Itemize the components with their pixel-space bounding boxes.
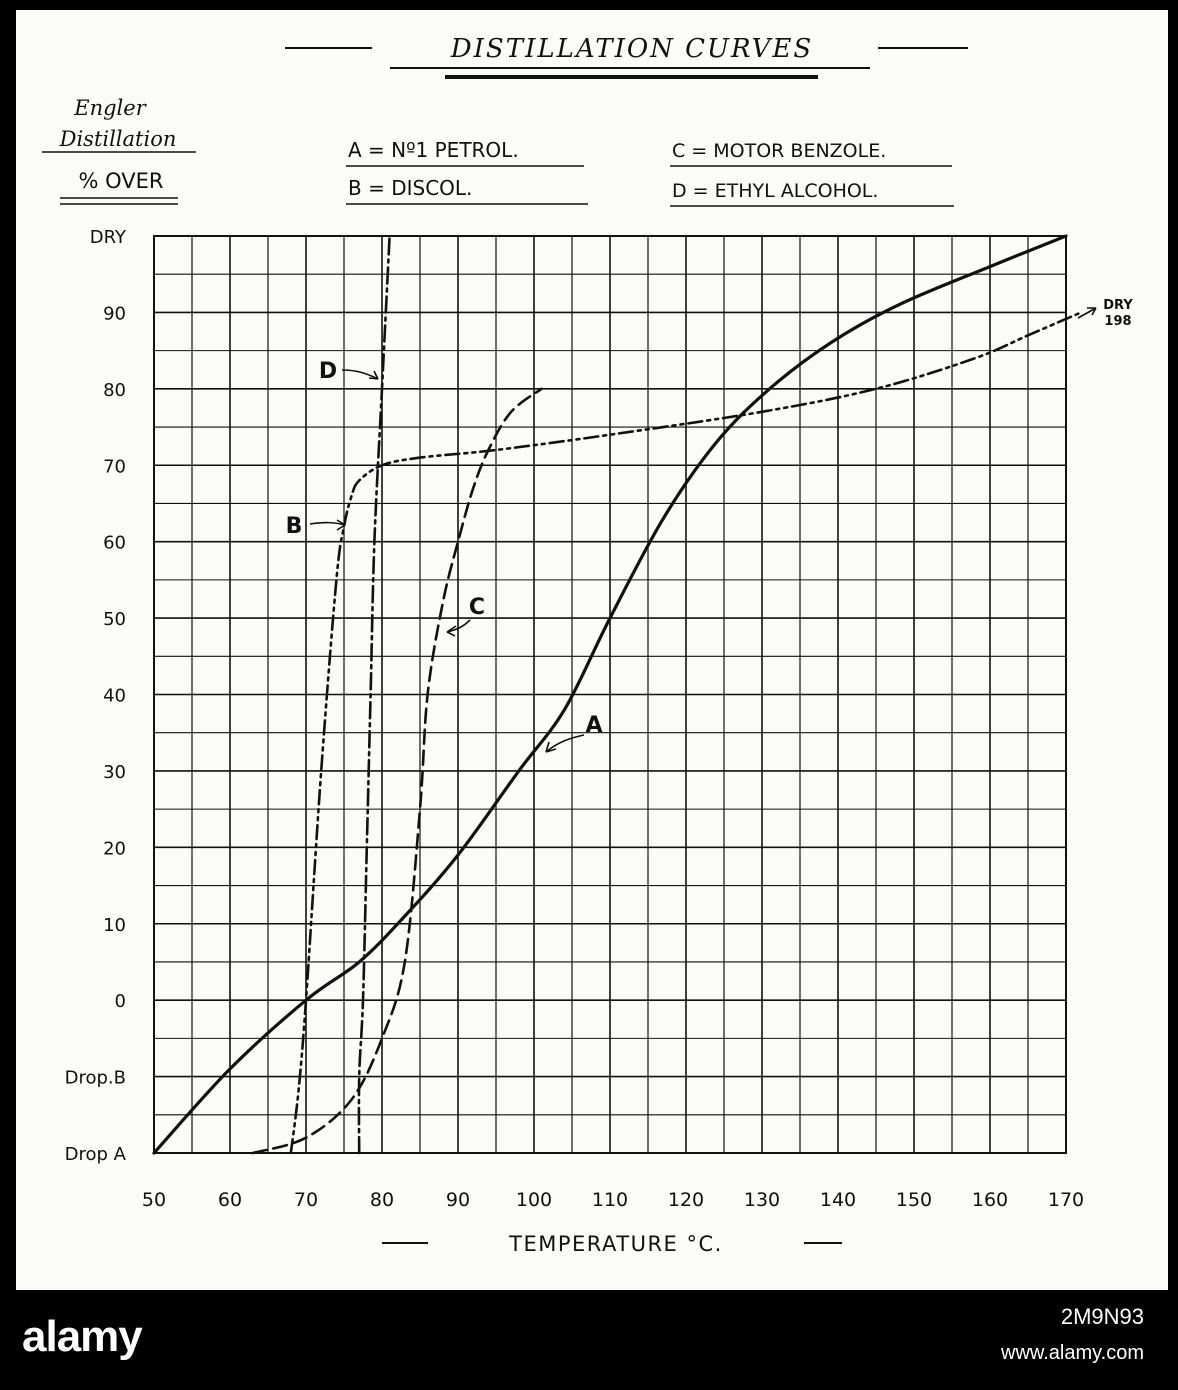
series-line-d xyxy=(357,234,391,1155)
x-tick-label: 110 xyxy=(592,1189,628,1211)
x-tick-label: 90 xyxy=(446,1189,470,1211)
chart-sheet: DISTILLATION CURVES Engler Distillation … xyxy=(16,10,1168,1290)
series-lines xyxy=(152,234,1083,1155)
chart-title: DISTILLATION CURVES xyxy=(450,34,813,64)
annotation-label-d: D xyxy=(319,359,337,384)
x-tick-label: 170 xyxy=(1048,1189,1084,1211)
y-tick-label: 90 xyxy=(103,303,126,324)
annotation-label-198: 198 xyxy=(1104,314,1131,329)
y-tick-label: 60 xyxy=(103,533,126,554)
y-tick-label: 40 xyxy=(103,686,126,707)
x-tick-label: 70 xyxy=(294,1189,318,1211)
x-tick-label: 130 xyxy=(744,1189,780,1211)
y-tick-label: 70 xyxy=(103,456,126,477)
x-tick-label: 60 xyxy=(218,1189,242,1211)
x-axis-label: TEMPERATURE °C. xyxy=(508,1232,723,1256)
legend-entry-b: B = DISCOL. xyxy=(348,176,472,200)
x-tick-label: 150 xyxy=(896,1189,932,1211)
ylabel-line-2: Distillation xyxy=(59,127,177,151)
x-tick-label: 120 xyxy=(668,1189,704,1211)
annotation-label-c: C xyxy=(469,595,485,620)
y-tick-label: 10 xyxy=(103,915,126,936)
y-tick-label: 50 xyxy=(103,609,126,630)
ylabel-line-1: Engler xyxy=(73,96,147,120)
watermark-bar: alamy 2M9N93 www.alamy.com xyxy=(0,1290,1178,1390)
watermark-url: www.alamy.com xyxy=(1001,1342,1144,1364)
x-tick-label: 100 xyxy=(516,1189,552,1211)
x-tick-label: 50 xyxy=(142,1189,166,1211)
series-line-b xyxy=(289,311,1083,1155)
annotation-arrow-b xyxy=(309,519,346,531)
annotation-arrow-a xyxy=(545,734,585,753)
distillation-chart: DISTILLATION CURVES Engler Distillation … xyxy=(42,34,1133,1256)
annotation-label-b: B xyxy=(286,514,303,539)
legend-entry-c: C = MOTOR BENZOLE. xyxy=(672,140,886,162)
y-tick-label: Drop A xyxy=(65,1144,127,1165)
y-tick-label: 80 xyxy=(103,380,126,401)
x-tick-label: 140 xyxy=(820,1189,856,1211)
series-line-a xyxy=(152,234,1068,1155)
watermark-image-id: 2M9N93 xyxy=(1060,1304,1144,1329)
annotation-label-dry: DRY xyxy=(1103,298,1133,313)
plot-frame xyxy=(153,235,1067,1154)
y-tick-label: Drop.B xyxy=(65,1068,126,1089)
legend-entry-a: A = Nº1 PETROL. xyxy=(348,138,519,162)
annotation-arrow-d xyxy=(341,369,379,380)
watermark-logo: alamy xyxy=(22,1312,143,1361)
y-tick-label: 20 xyxy=(103,838,126,859)
legend-entry-d: D = ETHYL ALCOHOL. xyxy=(672,180,878,202)
annotation-label-a: A xyxy=(585,713,602,738)
annotation-arrow-c xyxy=(446,619,471,637)
annotation-arrow-dry xyxy=(1077,307,1097,319)
y-tick-label: 30 xyxy=(103,762,126,783)
y-tick-label: 0 xyxy=(115,991,126,1012)
y-tick-label: DRY xyxy=(90,227,127,248)
x-tick-label: 160 xyxy=(972,1189,1008,1211)
series-line-c xyxy=(251,387,543,1155)
ylabel-line-3: % OVER xyxy=(78,169,163,193)
x-tick-label: 80 xyxy=(370,1189,394,1211)
